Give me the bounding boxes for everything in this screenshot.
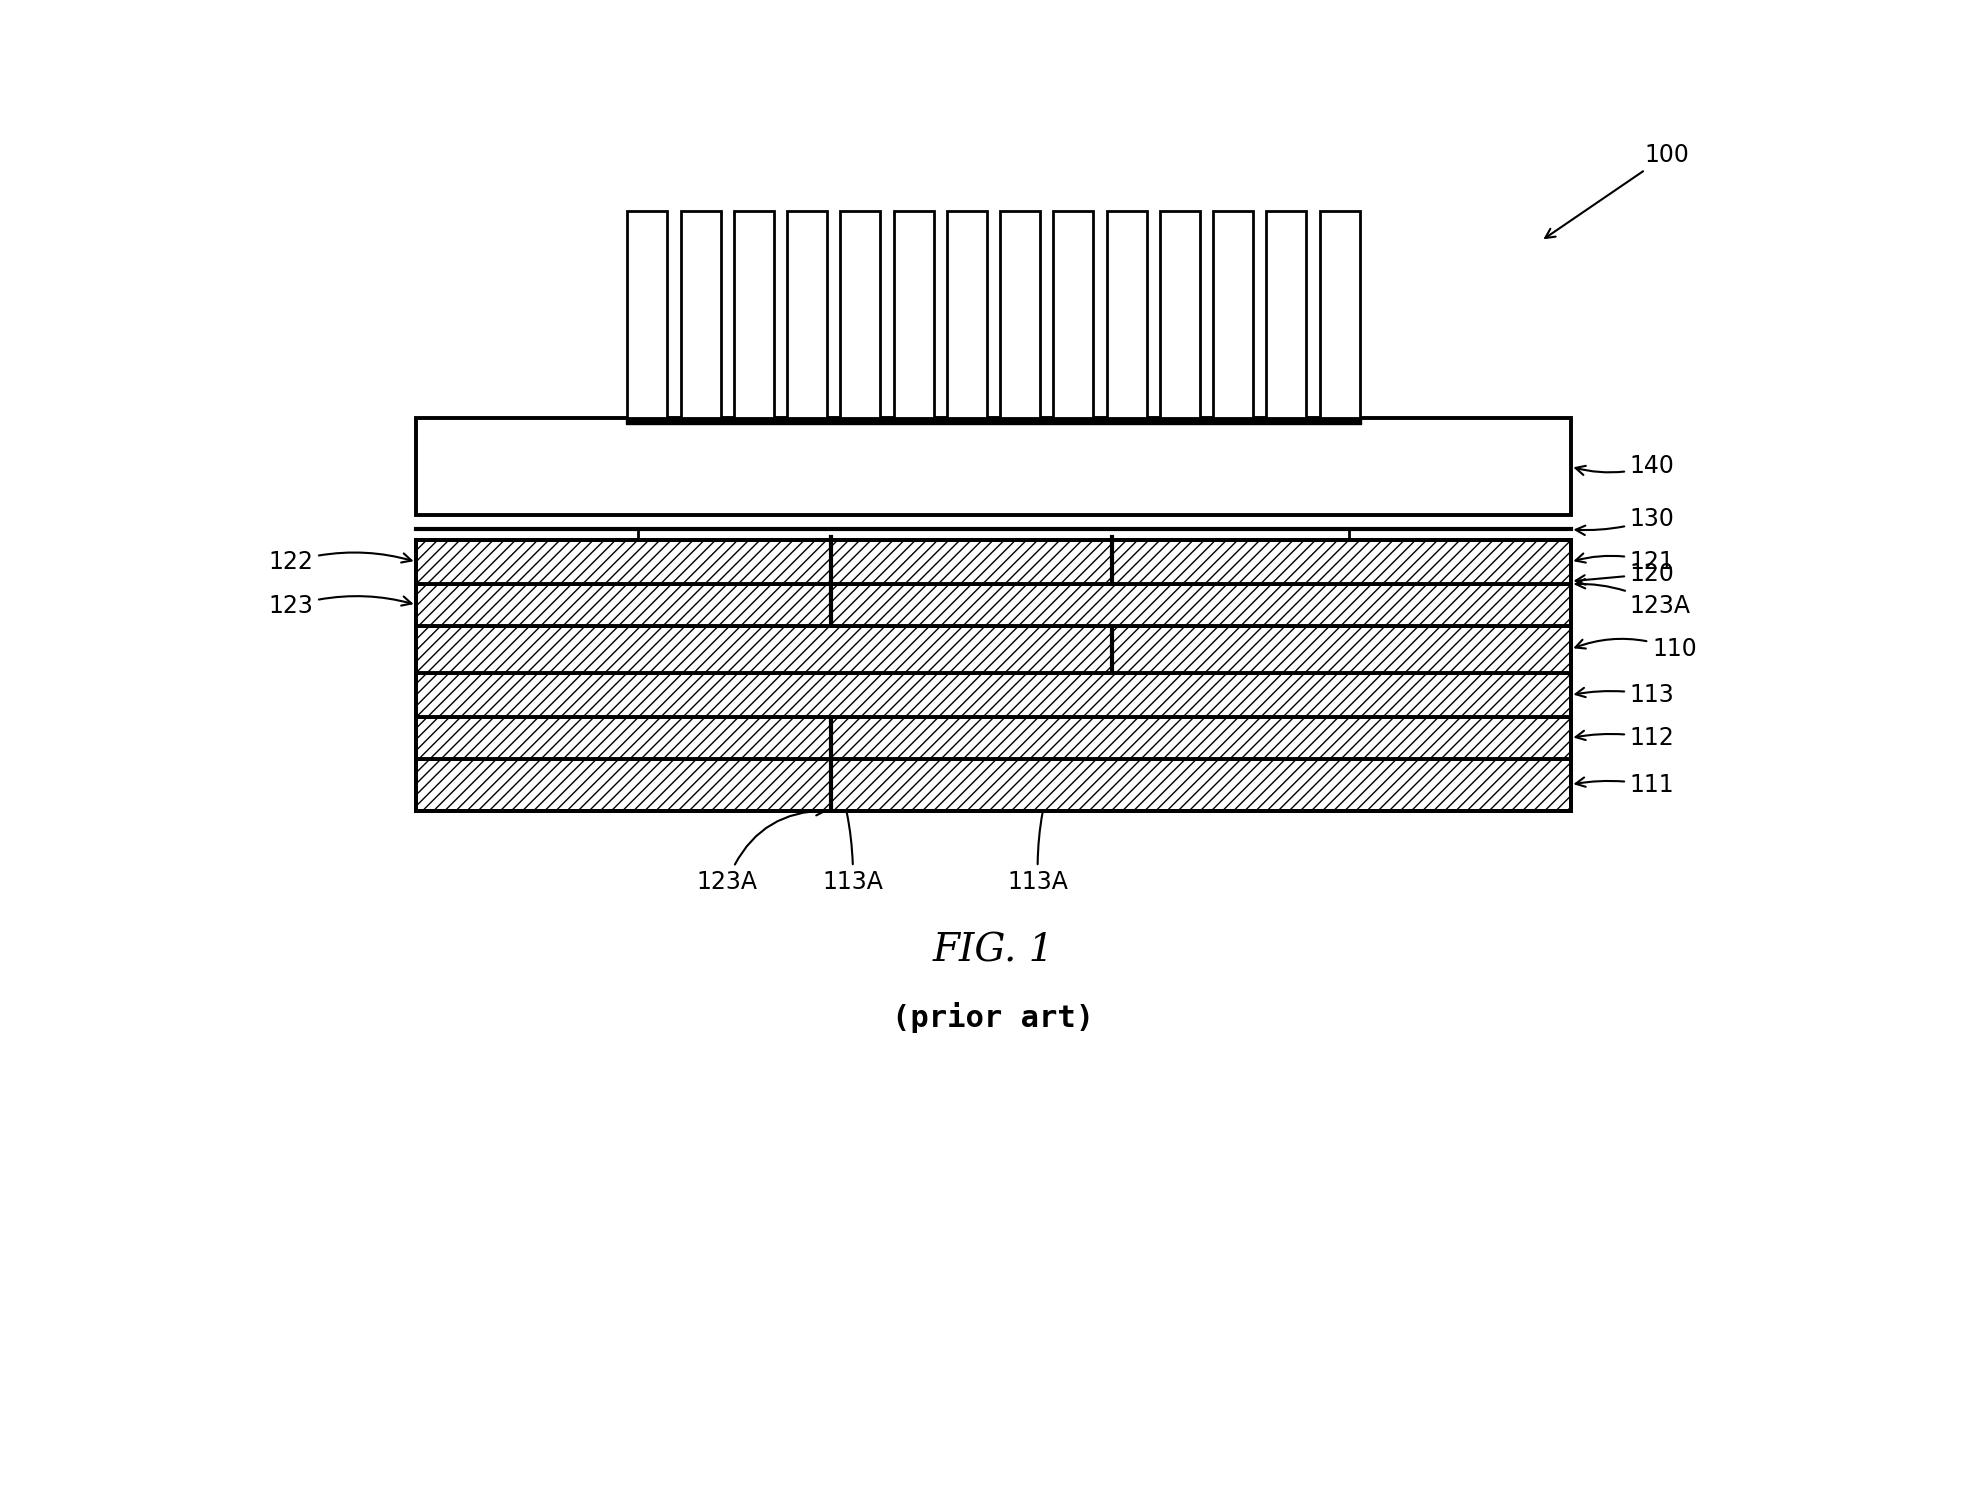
Bar: [733, 211, 773, 418]
Text: 113A: 113A: [823, 763, 884, 894]
Text: 113A: 113A: [1007, 677, 1109, 894]
Text: (prior art): (prior art): [892, 1003, 1095, 1033]
Text: 110: 110: [1576, 637, 1697, 661]
Bar: [417, 418, 1570, 515]
Bar: [1160, 211, 1200, 418]
Text: 123A: 123A: [697, 806, 827, 894]
Bar: [948, 211, 988, 418]
Text: 100: 100: [1546, 143, 1689, 238]
Bar: [841, 211, 880, 418]
Bar: [682, 211, 721, 418]
Bar: [1107, 211, 1146, 418]
Bar: [417, 625, 1570, 673]
Text: 140: 140: [1576, 454, 1675, 478]
Text: FIG. 1: FIG. 1: [932, 933, 1055, 970]
Bar: [999, 211, 1039, 418]
Text: 123A: 123A: [1576, 579, 1691, 619]
Bar: [417, 540, 1570, 585]
Bar: [417, 717, 1570, 759]
Bar: [417, 673, 1570, 717]
Bar: [1319, 211, 1359, 418]
Bar: [787, 211, 827, 418]
Bar: [417, 540, 1570, 811]
Bar: [628, 211, 668, 418]
Text: 130: 130: [1576, 507, 1675, 536]
Text: 120: 120: [1576, 562, 1675, 586]
Bar: [894, 211, 934, 418]
Text: 123: 123: [268, 594, 411, 619]
Text: 113: 113: [1576, 683, 1675, 707]
Bar: [1214, 211, 1254, 418]
Bar: [1266, 211, 1305, 418]
Text: 122: 122: [268, 551, 411, 574]
Bar: [1053, 211, 1093, 418]
Bar: [417, 585, 1570, 625]
Text: 111: 111: [1576, 774, 1675, 798]
Text: 112: 112: [1576, 726, 1675, 750]
Bar: [417, 759, 1570, 811]
Text: 121: 121: [1576, 551, 1675, 574]
